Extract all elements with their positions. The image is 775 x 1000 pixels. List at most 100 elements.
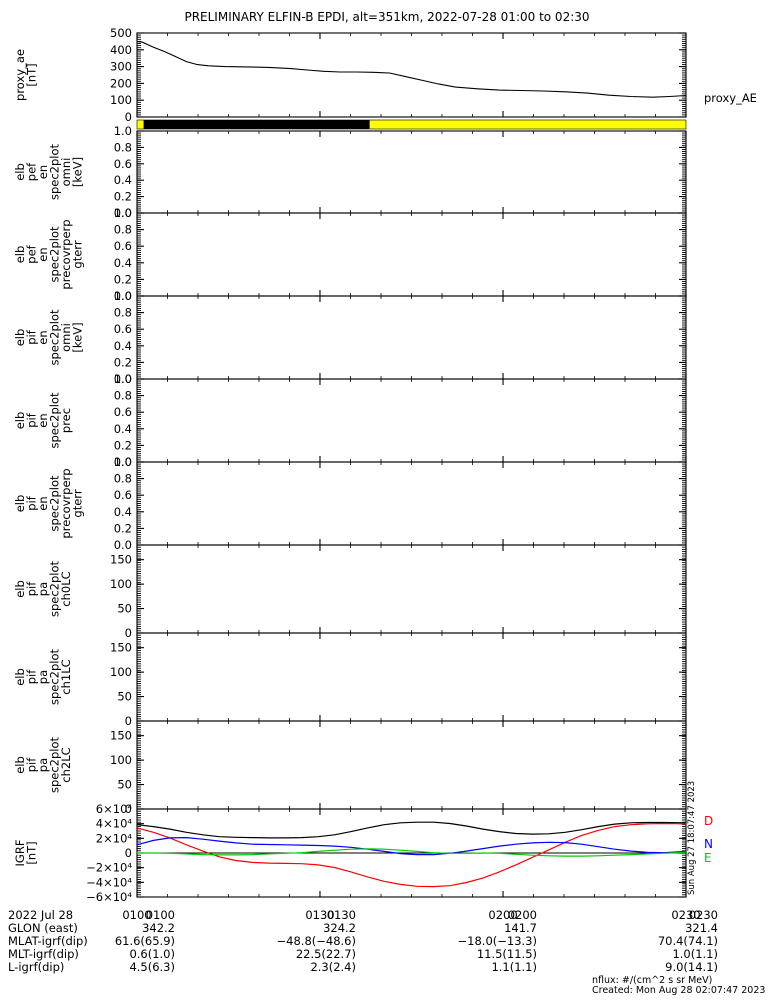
bottom-cell-2-glon: 141.7 xyxy=(504,921,537,935)
ytick-label-pef-en-precovrperp-gterr-4: 0.2 xyxy=(114,272,132,286)
yaxis-label-pif-en-prec-0: elb xyxy=(13,412,27,430)
yaxis-label-pif-en-prec-3: spec2plot xyxy=(48,392,62,449)
yaxis-label-igrf-0: IGRF xyxy=(13,840,27,867)
ytick-label-pif-pa-ch2lc-2: 50 xyxy=(117,778,132,792)
panel-frame-pif-pa-ch2lc xyxy=(136,720,687,810)
yaxis-label-pif-pa-ch0lc-2: pa xyxy=(36,582,50,596)
yaxis-label-pif-pa-ch0lc-0: elb xyxy=(13,580,27,598)
bottom-cell-2-l: 1.1(1.1) xyxy=(491,960,537,974)
igrf-trace-N xyxy=(136,836,687,856)
ytick-label-pif-en-omni-2: 0.6 xyxy=(114,322,132,336)
bottom-cell-1-time: 0130 xyxy=(327,908,356,922)
ytick-label-proxy-ae-4: 100 xyxy=(110,93,132,107)
ytick-label-igrf-3: 0 xyxy=(125,846,132,860)
ytick-label-pif-pa-ch2lc-1: 100 xyxy=(110,753,132,767)
ytick-label-pif-en-prec-4: 0.2 xyxy=(114,438,132,452)
ytick-label-pif-en-precovrperp-gterr-0: 1.0 xyxy=(114,455,132,469)
yaxis-label-pif-pa-ch2lc-3: spec2plot xyxy=(48,736,62,793)
ytick-label-pef-en-precovrperp-gterr-0: 1.0 xyxy=(114,206,132,220)
yaxis-label-pif-pa-ch1lc-2: pa xyxy=(36,670,50,684)
ytick-label-proxy-ae-2: 300 xyxy=(110,60,132,74)
ytick-label-pif-pa-ch0lc-0: 150 xyxy=(110,553,132,567)
ytick-label-igrf-0: 6×10⁴ xyxy=(96,802,133,816)
ytick-label-pef-en-omni-4: 0.2 xyxy=(114,190,132,204)
yaxis-label-pif-en-omni-0: elb xyxy=(13,329,27,347)
yaxis-label-pif-en-prec-4: prec xyxy=(59,408,73,433)
yaxis-label-pef-en-omni-5: [keV] xyxy=(71,157,85,187)
ytick-label-pef-en-omni-1: 0.8 xyxy=(114,140,132,154)
bottom-cell-1-mlat: −48.8(−48.6) xyxy=(277,934,356,948)
yaxis-label-pif-pa-ch0lc-4: ch0LC xyxy=(59,571,73,606)
availability-segment-0 xyxy=(137,120,144,129)
ytick-label-pef-en-omni-5: 0.0 xyxy=(114,206,132,220)
bottom-row-label-1: GLON (east) xyxy=(8,921,78,935)
footer-nflux: nflux: #/(cm^2 s sr MeV) xyxy=(592,975,712,986)
ytick-label-igrf-6: −6×10⁴ xyxy=(86,890,132,904)
yaxis-label-pef-en-precovrperp-gterr-0: elb xyxy=(13,246,27,264)
side-timestamp: Sun Aug 27 18:07:47 2023 xyxy=(687,781,697,895)
availability-bar-frame xyxy=(136,119,687,130)
yaxis-label-pef-en-omni-1: pef xyxy=(25,162,39,181)
bottom-cell-0-glon: 342.2 xyxy=(142,921,175,935)
ytick-label-pif-en-omni-1: 0.8 xyxy=(114,306,132,320)
yaxis-label-pif-pa-ch0lc-3: spec2plot xyxy=(48,560,62,617)
xaxis-tick-label-2: 0200 xyxy=(488,908,517,922)
bottom-cell-3-mlat: 70.4(74.1) xyxy=(658,934,718,948)
footer-created: Created: Mon Aug 28 02:07:47 2023 xyxy=(592,985,765,996)
ytick-label-pif-pa-ch0lc-2: 50 xyxy=(117,602,132,616)
igrf-trace-D xyxy=(136,822,687,888)
igrf-trace-E xyxy=(137,848,687,857)
ytick-label-igrf-1: 4×10⁴ xyxy=(96,817,133,831)
bottom-cell-2-mlat: −18.0(−13.3) xyxy=(458,934,537,948)
yaxis-label-pif-pa-ch2lc-0: elb xyxy=(13,756,27,774)
yaxis-label-pif-en-precovrperp-gterr-3: spec2plot xyxy=(48,475,62,532)
ytick-label-proxy-ae-5: 0 xyxy=(125,110,132,124)
bottom-row-label-3: MLT-igrf(dip) xyxy=(8,947,79,961)
panel-frame-pif-en-prec xyxy=(136,378,687,463)
yaxis-label-pif-pa-ch1lc-3: spec2plot xyxy=(48,648,62,705)
panel-frame-pef-en-omni xyxy=(136,130,687,214)
yaxis-label-pif-en-precovrperp-gterr-5: gterr xyxy=(71,489,85,517)
ytick-label-pif-en-precovrperp-gterr-3: 0.4 xyxy=(114,505,132,519)
yaxis-label-pef-en-precovrperp-gterr-2: en xyxy=(36,247,50,261)
yaxis-label-pif-pa-ch1lc-1: pif xyxy=(25,669,39,684)
ytick-label-pif-en-prec-2: 0.6 xyxy=(114,405,132,419)
yaxis-label-pif-pa-ch2lc-1: pif xyxy=(25,757,39,772)
bottom-cell-0-mlat: 61.6(65.9) xyxy=(115,934,175,948)
availability-segment-1 xyxy=(143,120,370,129)
bottom-row-label-4: L-igrf(dip) xyxy=(8,960,64,974)
ytick-label-pif-pa-ch2lc-3: 0 xyxy=(125,802,132,816)
bottom-cell-2-time: 0200 xyxy=(508,908,537,922)
yaxis-label-pif-en-precovrperp-gterr-1: pif xyxy=(25,495,39,510)
ytick-label-pif-en-precovrperp-gterr-1: 0.8 xyxy=(114,472,132,486)
yaxis-label-pif-en-prec-2: en xyxy=(36,413,50,427)
ytick-label-pif-en-precovrperp-gterr-2: 0.6 xyxy=(114,488,132,502)
ytick-label-pif-en-precovrperp-gterr-5: 0.0 xyxy=(114,538,132,552)
bottom-cell-0-time: 0100 xyxy=(146,908,175,922)
plot-title: PRELIMINARY ELFIN-B EPDI, alt=351km, 202… xyxy=(184,10,589,24)
panel-frame-pif-pa-ch1lc xyxy=(136,632,687,722)
panel-frame-pef-en-precovrperp-gterr xyxy=(136,212,687,297)
igrf-legend-D: D xyxy=(704,814,713,828)
ytick-label-pif-en-prec-5: 0.0 xyxy=(114,455,132,469)
igrf-legend-E: E xyxy=(704,851,712,865)
ytick-label-pif-en-omni-4: 0.2 xyxy=(114,355,132,369)
proxy-ae-right-label: proxy_AE xyxy=(704,91,757,105)
bottom-cell-0-l: 4.5(6.3) xyxy=(129,960,175,974)
yaxis-label-pef-en-precovrperp-gterr-5: gterr xyxy=(71,240,85,268)
ytick-label-pef-en-precovrperp-gterr-2: 0.6 xyxy=(114,239,132,253)
yaxis-label-pif-pa-ch1lc-4: ch1LC xyxy=(59,659,73,694)
bottom-row-label-0: 2022 Jul 28 xyxy=(8,908,73,922)
yaxis-label-pif-en-omni-3: spec2plot xyxy=(48,309,62,366)
ytick-label-pif-pa-ch1lc-1: 100 xyxy=(110,665,132,679)
bottom-cell-3-time: 0230 xyxy=(689,908,718,922)
ytick-label-proxy-ae-0: 500 xyxy=(110,26,132,40)
ytick-label-pef-en-precovrperp-gterr-3: 0.4 xyxy=(114,256,132,270)
igrf-legend-N: N xyxy=(704,837,713,851)
ytick-label-pef-en-omni-3: 0.4 xyxy=(114,173,132,187)
yaxis-label-pef-en-precovrperp-gterr-3: spec2plot xyxy=(48,226,62,283)
yaxis-label-pif-en-omni-5: [keV] xyxy=(71,322,85,352)
yaxis-label-pef-en-omni-4: omni xyxy=(59,158,73,187)
igrf-trace-total xyxy=(136,821,687,839)
